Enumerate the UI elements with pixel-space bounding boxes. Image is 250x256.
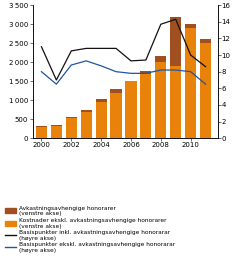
Bar xyxy=(185,28,196,138)
Bar xyxy=(125,81,136,138)
Bar xyxy=(170,17,181,66)
Bar xyxy=(96,102,107,138)
Bar xyxy=(36,126,47,127)
Bar xyxy=(66,118,77,138)
Bar xyxy=(140,71,151,74)
Bar xyxy=(155,57,166,62)
Bar xyxy=(80,112,92,138)
Legend: Avkastningsavhengige honorarer
(venstre akse), Kostnader ekskl. avkastningsavhen: Avkastningsavhengige honorarer (venstre … xyxy=(6,206,175,253)
Bar xyxy=(36,127,47,138)
Bar xyxy=(185,24,196,28)
Bar xyxy=(110,89,122,93)
Bar xyxy=(170,66,181,138)
Bar xyxy=(66,116,77,118)
Bar xyxy=(51,125,62,126)
Bar xyxy=(140,74,151,138)
Bar xyxy=(51,126,62,138)
Bar xyxy=(200,43,211,138)
Bar xyxy=(96,99,107,102)
Bar xyxy=(200,39,211,43)
Bar xyxy=(80,110,92,112)
Bar xyxy=(155,62,166,138)
Bar xyxy=(110,93,122,138)
